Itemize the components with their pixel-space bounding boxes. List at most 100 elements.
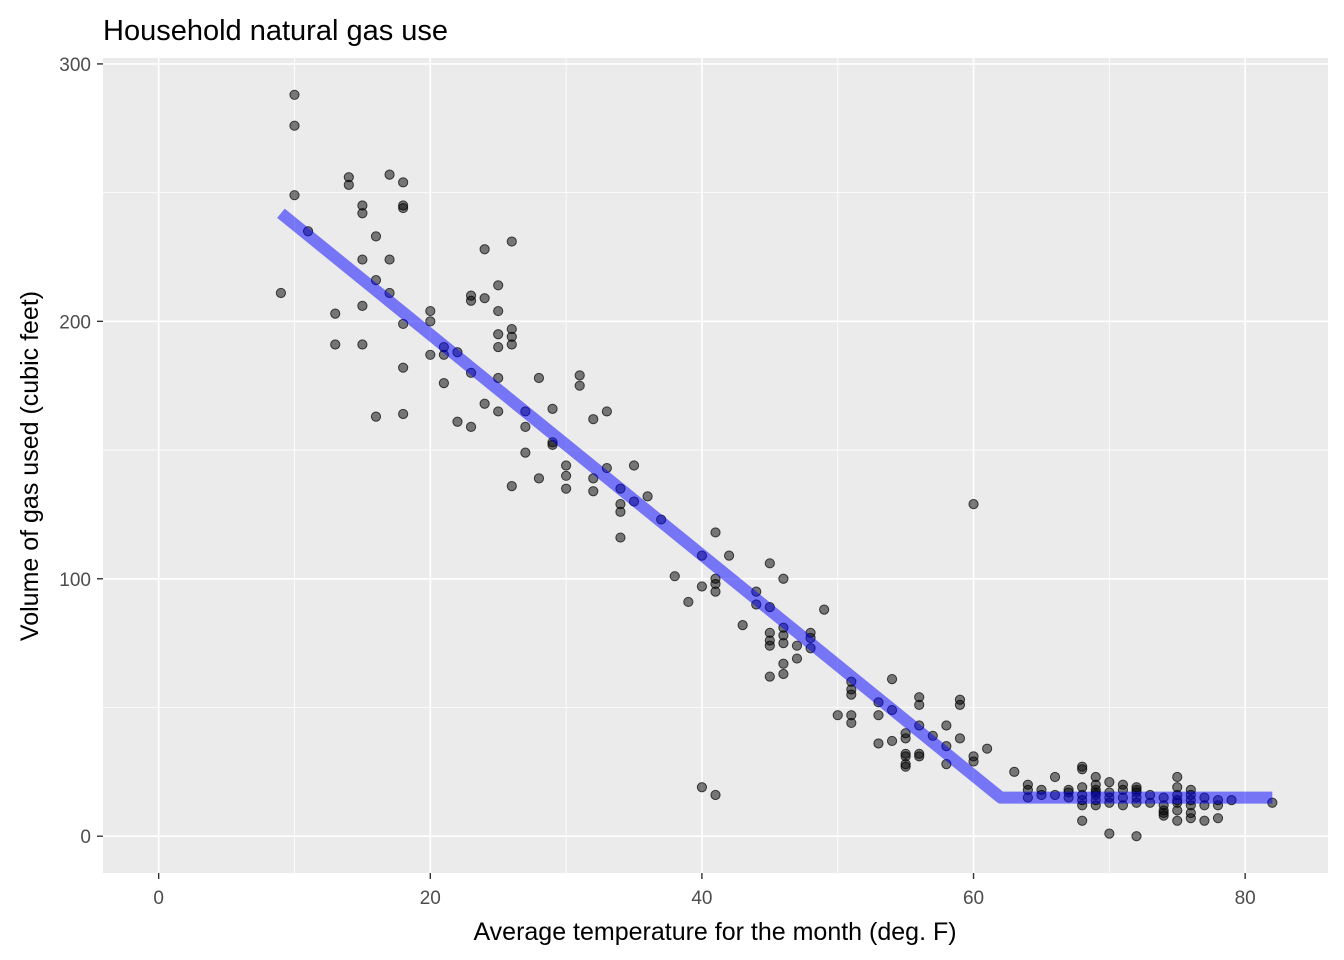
data-point xyxy=(479,244,490,255)
data-point xyxy=(384,254,395,265)
data-point xyxy=(832,710,843,721)
data-point xyxy=(873,738,884,749)
data-point xyxy=(289,89,300,100)
chart-title: Household natural gas use xyxy=(103,15,448,47)
data-point xyxy=(398,408,409,420)
data-point xyxy=(873,710,884,721)
data-point xyxy=(710,527,721,538)
data-point xyxy=(669,571,680,582)
data-point xyxy=(886,674,898,685)
data-point xyxy=(615,532,626,543)
data-point xyxy=(561,483,572,494)
data-point xyxy=(628,460,640,471)
data-point xyxy=(1077,764,1088,775)
data-point xyxy=(1172,805,1183,816)
data-point xyxy=(710,586,721,597)
data-point xyxy=(343,179,354,191)
data-point xyxy=(1172,815,1183,826)
data-point xyxy=(452,416,463,427)
data-point xyxy=(384,169,395,180)
data-point xyxy=(819,604,830,615)
data-point xyxy=(493,406,504,417)
data-point xyxy=(900,761,911,772)
data-point xyxy=(588,414,599,425)
data-point xyxy=(547,403,558,414)
data-point xyxy=(561,470,572,481)
data-point xyxy=(696,581,708,592)
data-point xyxy=(479,293,490,304)
data-point xyxy=(886,735,898,747)
data-point xyxy=(465,295,477,306)
x-tick-label: 80 xyxy=(1235,888,1256,909)
data-point xyxy=(1131,831,1142,842)
data-point xyxy=(737,620,748,631)
data-point xyxy=(764,558,775,569)
x-axis-ticks: 0 20 40 60 80 xyxy=(153,873,1256,909)
data-point xyxy=(601,406,612,417)
data-point xyxy=(778,668,789,680)
data-point xyxy=(289,190,300,201)
data-point xyxy=(1185,813,1196,824)
data-point xyxy=(982,743,993,754)
data-point xyxy=(778,573,789,584)
data-point xyxy=(968,499,979,510)
data-point xyxy=(1212,813,1224,824)
data-point xyxy=(493,305,504,317)
data-point xyxy=(398,177,409,188)
data-point xyxy=(642,491,653,502)
data-point xyxy=(683,596,694,608)
data-point xyxy=(1158,810,1169,821)
data-point xyxy=(357,254,368,265)
data-point xyxy=(764,640,775,651)
data-point xyxy=(289,120,300,131)
data-point xyxy=(914,751,925,762)
data-point xyxy=(425,349,436,360)
data-point xyxy=(357,300,368,311)
data-point xyxy=(1104,777,1115,788)
data-point xyxy=(398,362,409,373)
data-point xyxy=(357,339,368,350)
data-point xyxy=(778,658,789,669)
data-point xyxy=(330,308,341,319)
data-point xyxy=(425,305,436,317)
data-point xyxy=(941,720,952,731)
data-point xyxy=(520,447,531,458)
data-point xyxy=(574,380,585,391)
data-point xyxy=(398,202,409,214)
data-point xyxy=(493,280,504,291)
data-point xyxy=(520,421,531,432)
data-point xyxy=(1104,828,1115,839)
y-axis-ticks: 0 100 200 300 xyxy=(59,55,103,848)
y-tick-label: 100 xyxy=(59,570,91,591)
x-tick-label: 20 xyxy=(420,888,441,909)
data-point xyxy=(1009,766,1020,777)
data-point xyxy=(914,699,925,711)
data-point xyxy=(764,671,775,682)
data-point xyxy=(506,339,517,350)
data-point xyxy=(791,653,803,664)
data-point xyxy=(1077,815,1088,826)
y-tick-label: 200 xyxy=(59,312,91,333)
data-point xyxy=(425,316,436,327)
data-point xyxy=(493,341,504,353)
data-point xyxy=(696,782,708,793)
x-axis-title: Average temperature for the month (deg. … xyxy=(473,918,956,946)
data-point xyxy=(506,236,517,247)
data-point xyxy=(561,460,572,471)
x-tick-label: 0 xyxy=(153,888,164,909)
data-point xyxy=(370,411,382,422)
data-point xyxy=(588,486,599,497)
data-point xyxy=(330,339,341,350)
x-tick-label: 40 xyxy=(691,888,712,909)
data-point xyxy=(954,699,966,711)
data-point xyxy=(615,506,626,517)
data-point xyxy=(533,473,545,484)
y-tick-label: 300 xyxy=(59,55,91,76)
data-point xyxy=(968,756,979,767)
minor-gridlines xyxy=(103,58,1328,873)
data-point xyxy=(791,640,803,651)
data-point xyxy=(506,480,517,492)
data-point xyxy=(493,329,504,340)
y-tick-label: 0 xyxy=(80,827,91,848)
